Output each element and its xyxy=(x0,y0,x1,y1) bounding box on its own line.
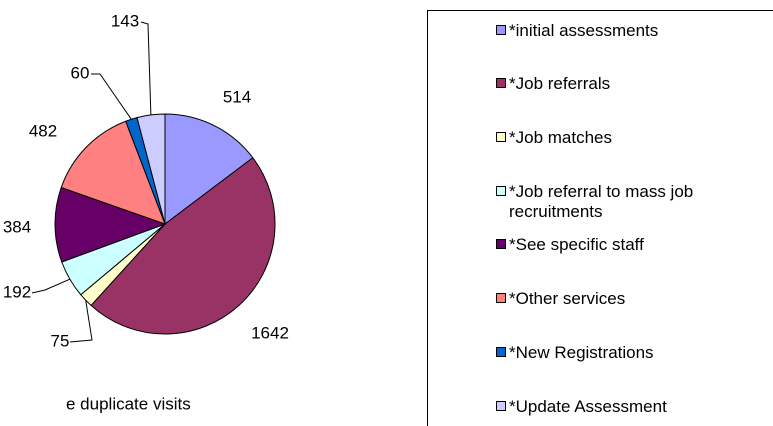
legend-label: *Other services xyxy=(509,289,626,308)
data-label: 384 xyxy=(3,217,31,236)
legend-swatch xyxy=(496,401,506,411)
data-label: 514 xyxy=(223,87,251,106)
legend-swatch xyxy=(496,78,506,88)
pie-slice xyxy=(54,186,167,263)
legend-label: *Job matches xyxy=(509,128,612,147)
legend-swatch xyxy=(496,347,506,357)
legend-label: *See specific staff xyxy=(509,235,644,254)
leader-line xyxy=(31,278,71,294)
legend-label: *Update Assessment xyxy=(509,397,667,416)
leader-line xyxy=(91,73,132,120)
legend: *initial assessments *Job referrals *Job m… xyxy=(427,10,773,426)
legend-label: *Job referrals xyxy=(509,74,611,93)
pie-slice xyxy=(164,113,254,226)
data-label: 60 xyxy=(71,63,90,82)
data-label: 482 xyxy=(29,121,57,140)
legend-label: *Job referral to mass job recruitments xyxy=(509,182,694,221)
legend-swatch xyxy=(496,293,506,303)
legend-swatch xyxy=(496,186,506,196)
leader-line xyxy=(140,21,152,115)
legend-label: *New Registrations xyxy=(509,343,654,362)
pie-slice xyxy=(60,120,166,225)
data-label: 143 xyxy=(111,11,139,30)
legend-swatch xyxy=(496,25,506,35)
caption: e duplicate visits xyxy=(66,394,191,413)
pie-slice xyxy=(90,157,276,335)
data-label: 192 xyxy=(3,282,31,301)
legend-swatch xyxy=(496,239,506,249)
legend-swatch xyxy=(496,132,506,142)
data-label: 1642 xyxy=(251,323,289,342)
leader-line xyxy=(69,300,93,343)
data-label: 75 xyxy=(51,331,70,350)
legend-label: *initial assessments xyxy=(509,21,659,40)
